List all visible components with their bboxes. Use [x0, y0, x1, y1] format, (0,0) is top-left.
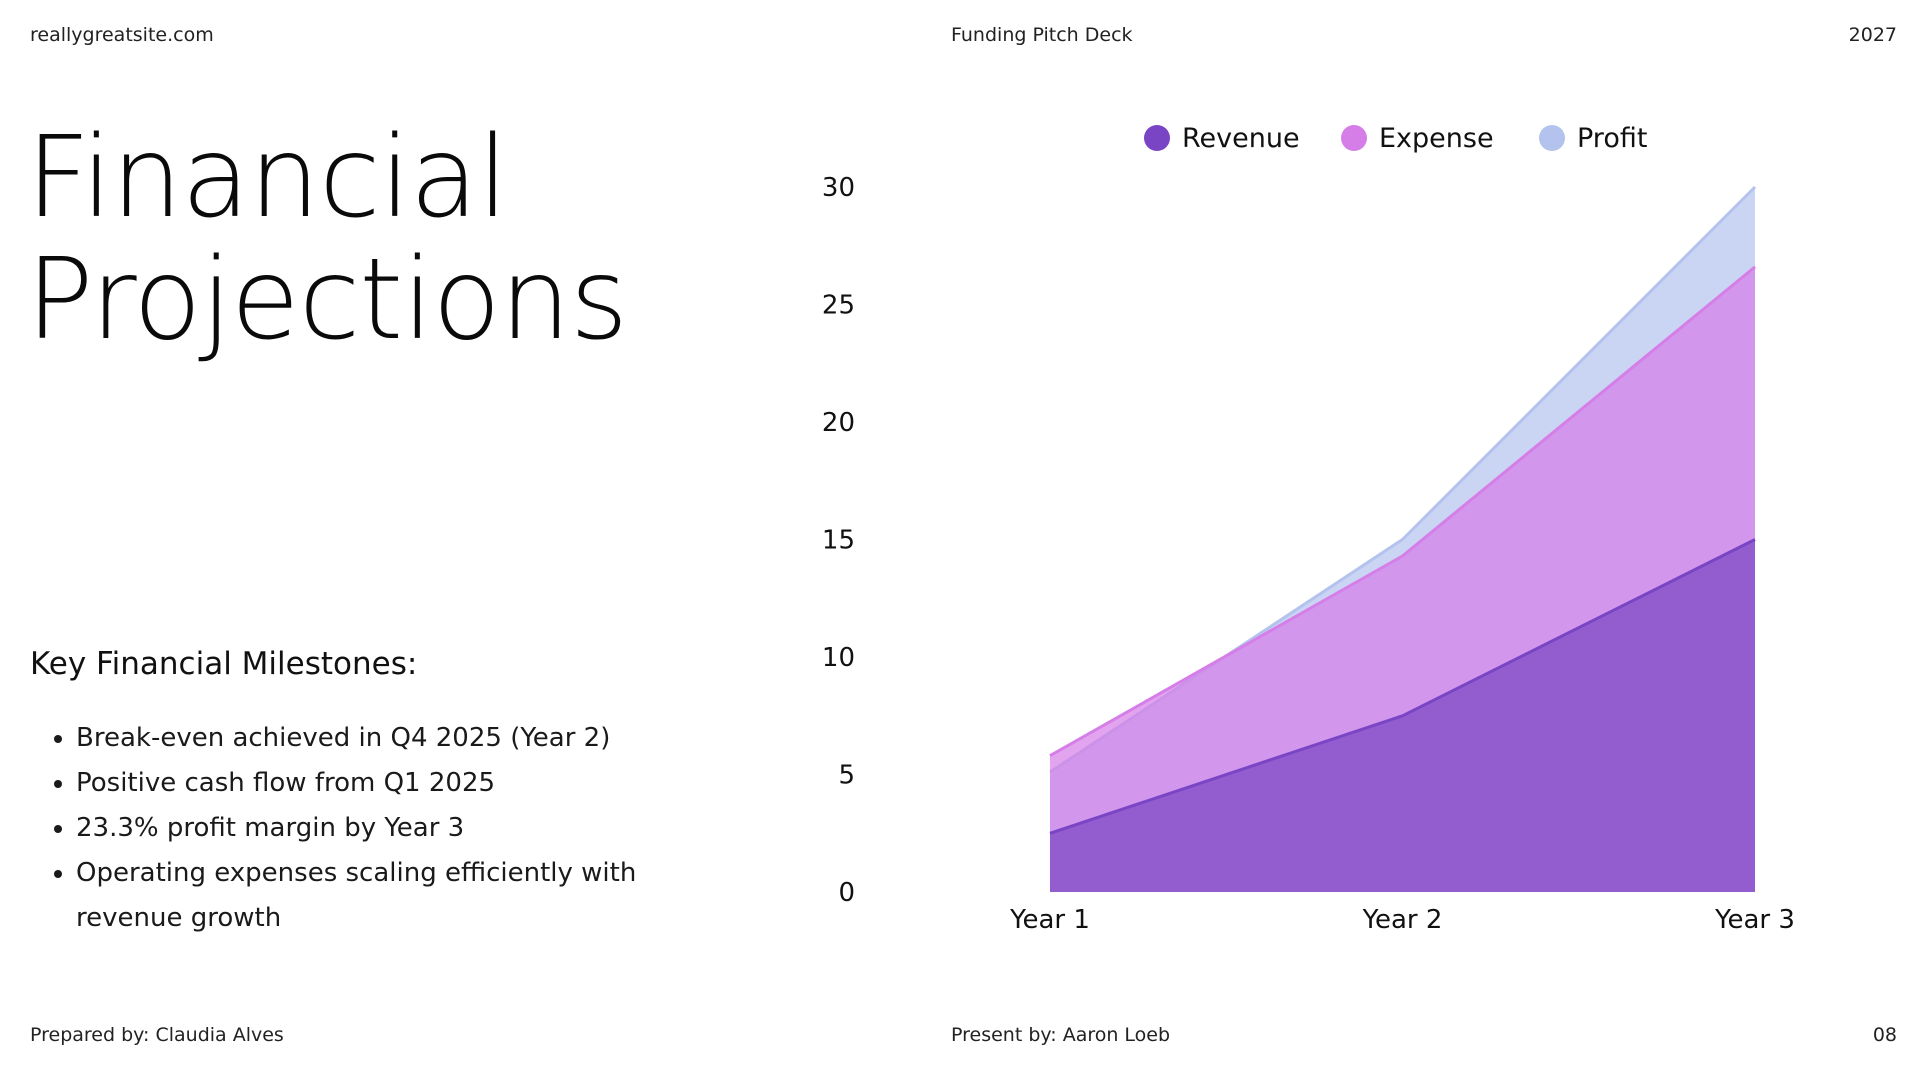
site-url: reallygreatsite.com [30, 24, 214, 46]
milestones-list: Break-even achieved in Q4 2025 (Year 2) … [30, 716, 716, 941]
deck-name: Funding Pitch Deck [951, 24, 1133, 46]
y-tick-label: 15 [822, 526, 855, 556]
legend-label-revenue: Revenue [1182, 123, 1300, 154]
page-title: Financial Projections [26, 113, 628, 365]
prepared-by: Prepared by: Claudia Alves [30, 1024, 284, 1046]
series-line-expense [1049, 265, 1756, 758]
x-tick-label: Year 3 [1714, 905, 1795, 935]
page-number: 08 [1872, 1024, 1897, 1046]
series-line-revenue [1049, 538, 1756, 835]
y-tick-label: 5 [838, 761, 855, 791]
milestone-item: Positive cash flow from Q1 2025 [76, 761, 716, 806]
x-tick-label: Year 1 [1009, 905, 1090, 935]
legend-label-expense: Expense [1379, 123, 1494, 154]
presenter: Present by: Aaron Loeb [951, 1024, 1171, 1046]
milestones-heading: Key Financial Milestones: [30, 646, 418, 682]
deck-year: 2027 [1848, 24, 1897, 46]
series-area-revenue [1050, 539, 1755, 892]
milestone-item: Operating expenses scaling efficiently w… [76, 851, 716, 941]
legend-label-profit: Profit [1577, 123, 1647, 154]
x-tick-label: Year 2 [1362, 905, 1443, 935]
page-title-line-1: Financial [26, 113, 508, 243]
y-tick-label: 10 [822, 643, 855, 673]
y-tick-label: 20 [822, 408, 855, 438]
milestone-item: Break-even achieved in Q4 2025 (Year 2) [76, 716, 716, 761]
y-tick-label: 25 [822, 291, 855, 321]
legend-swatch-revenue [1144, 125, 1170, 151]
y-tick-label: 30 [822, 173, 855, 203]
legend-swatch-expense [1341, 125, 1367, 151]
legend-swatch-profit [1539, 125, 1565, 151]
page-title-line-2: Projections [26, 235, 628, 365]
milestone-item: 23.3% profit margin by Year 3 [76, 806, 716, 851]
y-tick-label: 0 [838, 878, 855, 908]
